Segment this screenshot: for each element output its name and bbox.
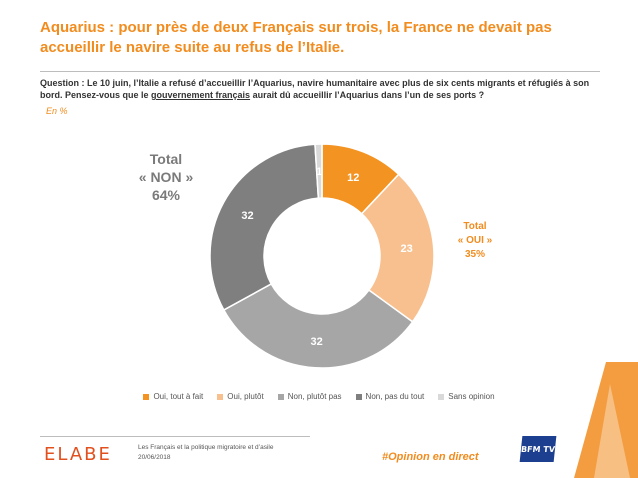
legend-item: Non, pas du tout — [355, 392, 425, 401]
slice-oui-plut-t — [360, 173, 435, 323]
legend-item: Oui, tout à fait — [143, 392, 203, 401]
legend-swatch — [277, 393, 284, 400]
question-underlined: gouvernement français — [151, 90, 251, 100]
legend-label: Sans opinion — [448, 392, 495, 401]
bfmtv-logo: BFM TV — [519, 436, 557, 462]
legend-label: Oui, tout à fait — [153, 392, 204, 401]
legend-swatch — [217, 393, 224, 400]
legend-label: Non, plutôt pas — [287, 392, 342, 401]
data-label-non-pas-du-tout: 32 — [241, 210, 253, 222]
question-text-start: Question : Le 10 juin, l’Italie a refusé… — [40, 78, 590, 100]
slice-non-pas-du-tout — [209, 143, 320, 311]
chart-title: Aquarius : pour près de deux Français su… — [40, 19, 552, 56]
legend-label: Non, pas du tout — [365, 392, 425, 401]
hashtag-label: #Opinion en direct — [382, 451, 479, 463]
legend-item: Oui, plutôt — [217, 392, 264, 401]
total-non-line1: Total — [149, 151, 183, 167]
total-non-line2: « NON » — [138, 169, 194, 185]
footer-study-title: Les Français et la politique migratoire … — [138, 444, 274, 451]
footer-date: 20/06/2018 — [138, 454, 171, 461]
footer-source: Les Français et la politique migratoire … — [138, 443, 273, 463]
total-oui-line2: « OUI » — [457, 235, 493, 246]
survey-question: Question : Le 10 juin, l’Italie a refusé… — [40, 77, 600, 101]
legend-item: Sans opinion — [438, 392, 495, 401]
chart-legend: Oui, tout à fait Oui, plutôt Non, plutôt p… — [0, 392, 638, 401]
total-oui-label: Total « OUI » 35% — [448, 220, 502, 262]
legend-item: Non, plutôt pas — [277, 392, 342, 401]
total-oui-line1: Total — [463, 221, 487, 232]
legend-label: Oui, plutôt — [227, 392, 264, 401]
question-text-end: aurait dû accueillir l’Aquarius dans l’u… — [250, 90, 485, 100]
elabe-logo: ELABE — [44, 444, 112, 465]
total-oui-value: 35% — [464, 249, 485, 260]
footer-divider — [40, 436, 310, 437]
total-non-value: 64% — [151, 187, 181, 203]
data-label-sans-opinion: 1 — [316, 166, 322, 178]
data-label-oui-tout-fait: 12 — [347, 172, 359, 184]
data-label-oui-plut-t: 23 — [400, 243, 412, 255]
legend-swatch — [438, 393, 445, 400]
brand-triangle-decoration — [574, 362, 638, 478]
legend-swatch — [143, 393, 150, 400]
data-label-non-plut-t-pas: 32 — [311, 336, 323, 348]
title-divider — [40, 71, 600, 72]
total-non-label: Total « NON » 64% — [118, 150, 214, 204]
unit-label: En % — [46, 106, 68, 116]
slice-non-plut-t-pas — [222, 282, 414, 369]
legend-swatch — [355, 393, 362, 400]
slice-sans-opinion — [314, 143, 323, 199]
